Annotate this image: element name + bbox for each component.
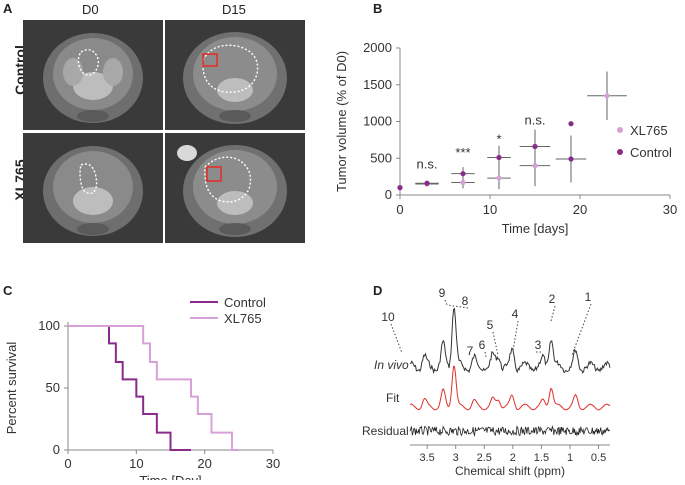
data-point-control [496, 154, 502, 161]
peak-leader [484, 351, 487, 358]
peak-label: 2 [549, 292, 556, 306]
data-point-xl765 [460, 179, 466, 186]
data-point-control [568, 156, 574, 162]
peak-leader [446, 304, 469, 309]
x-tick-label: 20 [197, 456, 211, 471]
legend-marker-xl765 [617, 127, 623, 133]
row-label-fit: Fit [386, 391, 400, 405]
peak-label: 5 [487, 318, 494, 332]
y-tick-label: 100 [38, 318, 60, 333]
peak-label: 4 [512, 307, 519, 321]
x-tick-label: 1 [567, 452, 573, 464]
y-tick-label: 0 [385, 187, 392, 202]
peak-label: 10 [381, 310, 395, 324]
x-tick-label: 3 [453, 452, 459, 464]
significance-label: *** [455, 145, 470, 160]
y-axis-label: Tumor volume (% of D0) [334, 51, 349, 192]
peak-leader [512, 320, 519, 352]
row-label-in-vivo: In vivo [374, 358, 409, 372]
x-tick-label: 0 [396, 202, 403, 217]
y-tick-label: 0 [53, 442, 60, 457]
significance-label: n.s. [417, 157, 438, 172]
x-tick-label: 2.5 [477, 452, 492, 464]
peak-leader [444, 299, 448, 306]
y-axis-label: Percent survival [4, 342, 19, 435]
legend-label-control: Control [224, 295, 266, 310]
x-axis-label: Chemical shift (ppm) [455, 464, 565, 478]
peak-label: 8 [462, 294, 469, 308]
peak-leader [470, 357, 474, 361]
y-tick-label: 2000 [363, 40, 392, 55]
col-label-d15: D15 [222, 2, 246, 17]
significance-label: n.s. [525, 112, 546, 127]
peak-label: 7 [467, 344, 474, 358]
peak-label: 9 [439, 286, 446, 300]
survival-line-xl765 [68, 325, 239, 451]
mri-xl765-d15 [165, 133, 305, 243]
mri-xl765-d0 [23, 133, 163, 243]
data-point-xl765 [532, 163, 538, 169]
x-tick-label: 3.5 [419, 452, 434, 464]
peak-leader [550, 305, 556, 322]
in-vivo-spectrum [409, 307, 611, 375]
legend-label-control: Control [630, 145, 672, 160]
x-axis-label: Time [Day] [139, 473, 201, 480]
data-point-control [568, 121, 574, 127]
y-tick-label: 1500 [363, 77, 392, 92]
data-point-control [532, 143, 538, 150]
residual-spectrum [409, 424, 611, 437]
data-point-control [397, 185, 403, 191]
fit-spectrum [409, 365, 611, 411]
legend-marker-control [617, 149, 623, 155]
legend-label-xl765: XL765 [224, 311, 262, 326]
y-tick-label: 500 [370, 150, 392, 165]
y-tick-label: 1000 [363, 114, 392, 129]
x-tick-label: 2 [510, 452, 516, 464]
peak-leader [390, 323, 403, 354]
x-tick-label: 10 [483, 202, 497, 217]
mri-control-d0 [23, 20, 163, 130]
x-tick-label: 30 [266, 456, 280, 471]
x-tick-label: 1.5 [534, 452, 549, 464]
y-tick-label: 50 [46, 380, 60, 395]
peak-label: 6 [479, 338, 486, 352]
x-tick-label: 20 [573, 202, 587, 217]
legend-label-xl765: XL765 [630, 123, 668, 138]
mrs-spectrum: In vivo Fit Residual 10 9 8 7 65 4 3 2 1 3.5 3 2.5 2 1.5… [362, 286, 611, 478]
survival-line-control [68, 325, 191, 451]
x-axis-label: Time [days] [502, 221, 569, 236]
x-tick-label: 0 [64, 456, 71, 471]
data-point-control [424, 180, 430, 186]
panel-d-letter: D [373, 283, 383, 298]
data-point-control [460, 171, 466, 177]
row-label-residual: Residual [362, 424, 409, 438]
significance-label: * [496, 132, 501, 147]
peak-label: 1 [585, 290, 592, 304]
peak-label: 3 [535, 338, 542, 352]
panel-c-letter: C [3, 283, 13, 298]
data-point-xl765 [604, 93, 610, 99]
peak-leader [492, 331, 499, 356]
tumor-volume-chart: 0 500 1000 1500 2000 0 10 20 30 Time [days] Tumor … [334, 40, 677, 236]
data-point-xl765 [496, 175, 502, 181]
panel-b-letter: B [373, 1, 383, 16]
x-tick-label: 0.5 [591, 452, 606, 464]
survival-chart: 0 50 100 0 10 20 30 Time [Day] Percent survival C… [4, 295, 280, 480]
peak-leader [571, 303, 592, 356]
panel-a-letter: A [3, 1, 13, 16]
x-tick-label: 30 [663, 202, 677, 217]
x-tick-label: 10 [129, 456, 143, 471]
mri-control-d15 [165, 20, 305, 130]
col-label-d0: D0 [82, 2, 99, 17]
